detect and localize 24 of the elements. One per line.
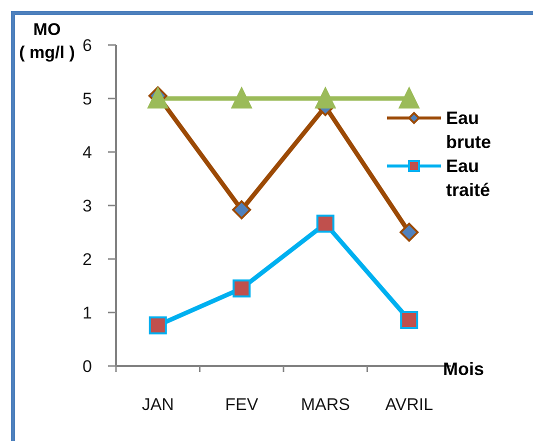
- point: [148, 316, 167, 334]
- x-tick-label: JAN: [142, 395, 174, 414]
- x-tick-label: AVRIL: [385, 395, 434, 414]
- y-tick-label: 1: [82, 304, 92, 323]
- legend-label: Eau traité: [446, 155, 492, 202]
- y-tick-label: 5: [82, 90, 92, 109]
- y-axis-title: MO ( mg/l ): [18, 19, 76, 64]
- y-tick-label: 0: [82, 357, 92, 376]
- x-tick-label: FEV: [225, 395, 259, 414]
- x-axis-title: Mois: [443, 358, 484, 380]
- y-tick-label: 2: [82, 250, 92, 270]
- point: [231, 87, 252, 108]
- y-tick-label: 6: [82, 36, 92, 56]
- point: [314, 87, 336, 108]
- point: [400, 310, 418, 329]
- legend-label: Eau brute: [446, 107, 492, 154]
- point: [316, 214, 334, 233]
- y-tick-label: 4: [82, 143, 92, 162]
- x-tick-label: MARS: [300, 395, 350, 414]
- point: [232, 200, 252, 220]
- point: [232, 279, 251, 298]
- point: [400, 222, 419, 242]
- point: [398, 87, 420, 108]
- y-tick-label: 3: [82, 196, 92, 216]
